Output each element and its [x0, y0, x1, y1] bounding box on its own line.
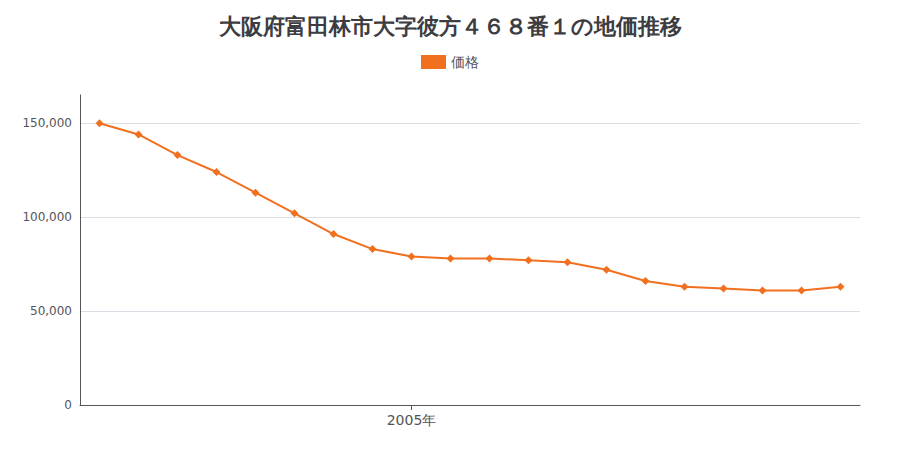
svg-text:50,000: 50,000 [30, 304, 72, 318]
svg-text:150,000: 150,000 [22, 116, 72, 130]
svg-text:大阪府富田林市大字彼方４６８番１の地価推移: 大阪府富田林市大字彼方４６８番１の地価推移 [219, 14, 682, 39]
svg-text:2005年: 2005年 [387, 412, 437, 428]
svg-text:0: 0 [64, 398, 72, 412]
svg-text:価格: 価格 [451, 54, 479, 70]
svg-text:100,000: 100,000 [22, 210, 72, 224]
